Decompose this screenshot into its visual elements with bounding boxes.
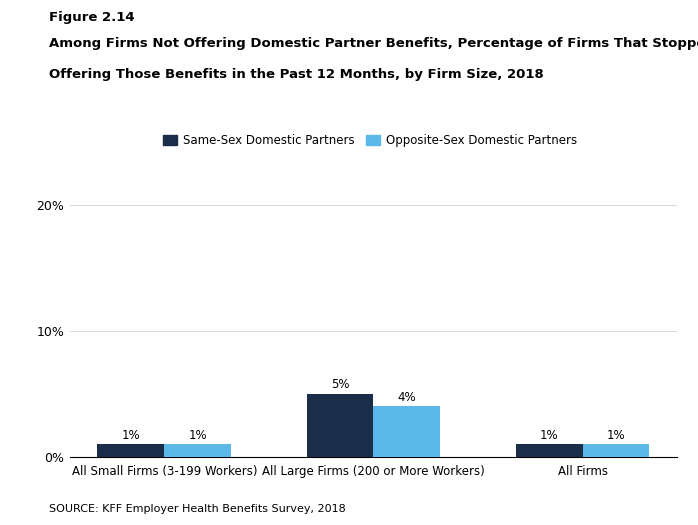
Text: 1%: 1% [540, 428, 558, 442]
Text: 1%: 1% [188, 428, 207, 442]
Text: Offering Those Benefits in the Past 12 Months, by Firm Size, 2018: Offering Those Benefits in the Past 12 M… [49, 68, 544, 81]
Bar [98, 444, 164, 457]
Legend: Same-Sex Domestic Partners, Opposite-Sex Domestic Partners: Same-Sex Domestic Partners, Opposite-Sex… [158, 129, 582, 152]
Bar [373, 406, 440, 457]
Bar [516, 444, 583, 457]
Text: Among Firms Not Offering Domestic Partner Benefits, Percentage of Firms That Sto: Among Firms Not Offering Domestic Partne… [49, 37, 698, 50]
Text: 4%: 4% [398, 391, 416, 404]
Bar [306, 394, 373, 457]
Bar [164, 444, 231, 457]
Text: 1%: 1% [607, 428, 625, 442]
Bar [583, 444, 649, 457]
Text: SOURCE: KFF Employer Health Benefits Survey, 2018: SOURCE: KFF Employer Health Benefits Sur… [49, 505, 346, 514]
Text: 5%: 5% [331, 378, 349, 391]
Text: 1%: 1% [121, 428, 140, 442]
Text: Figure 2.14: Figure 2.14 [49, 10, 135, 24]
